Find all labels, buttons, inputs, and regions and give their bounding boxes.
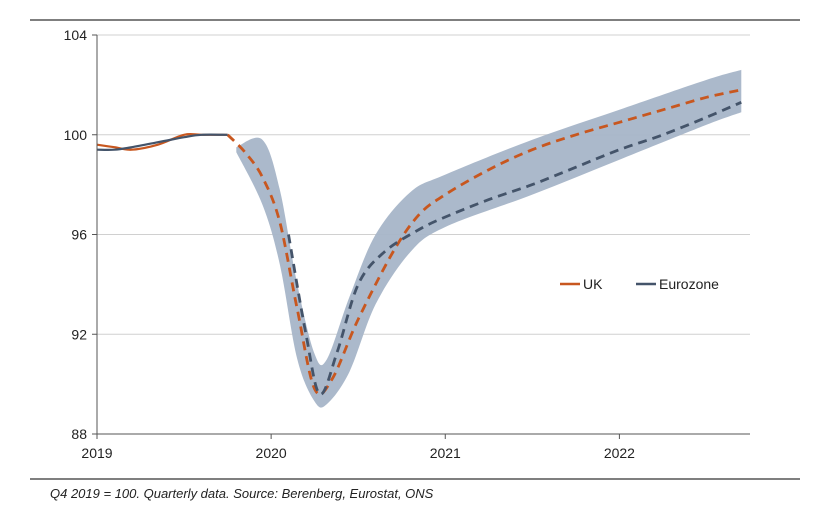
x-tick-label: 2019	[81, 445, 112, 461]
x-tick-label: 2021	[430, 445, 461, 461]
x-tick-label: 2022	[604, 445, 635, 461]
y-tick-label: 92	[71, 326, 87, 342]
eurozone-forecast-line	[287, 101, 742, 396]
uncertainty-band-group	[236, 69, 742, 408]
y-tick-label: 88	[71, 426, 87, 442]
legend: UK Eurozone	[560, 276, 719, 292]
eurozone-historical-line	[96, 133, 228, 151]
uncertainty-band	[236, 69, 742, 408]
y-tick-label: 96	[71, 227, 87, 243]
y-tick-label: 104	[64, 27, 88, 43]
legend-eurozone-label: Eurozone	[659, 276, 719, 292]
uk-forecast-line	[226, 88, 742, 396]
x-axis-ticks: 2019 2020 2021 2022	[81, 434, 635, 461]
chart-footnote: Q4 2019 = 100. Quarterly data. Source: B…	[50, 486, 434, 501]
x-tick-label: 2020	[256, 445, 287, 461]
legend-uk-label: UK	[583, 276, 603, 292]
y-tick-label: 100	[64, 127, 88, 143]
y-axis-ticks: 88 92 96 100 104	[64, 27, 97, 442]
series-lines	[96, 88, 742, 396]
